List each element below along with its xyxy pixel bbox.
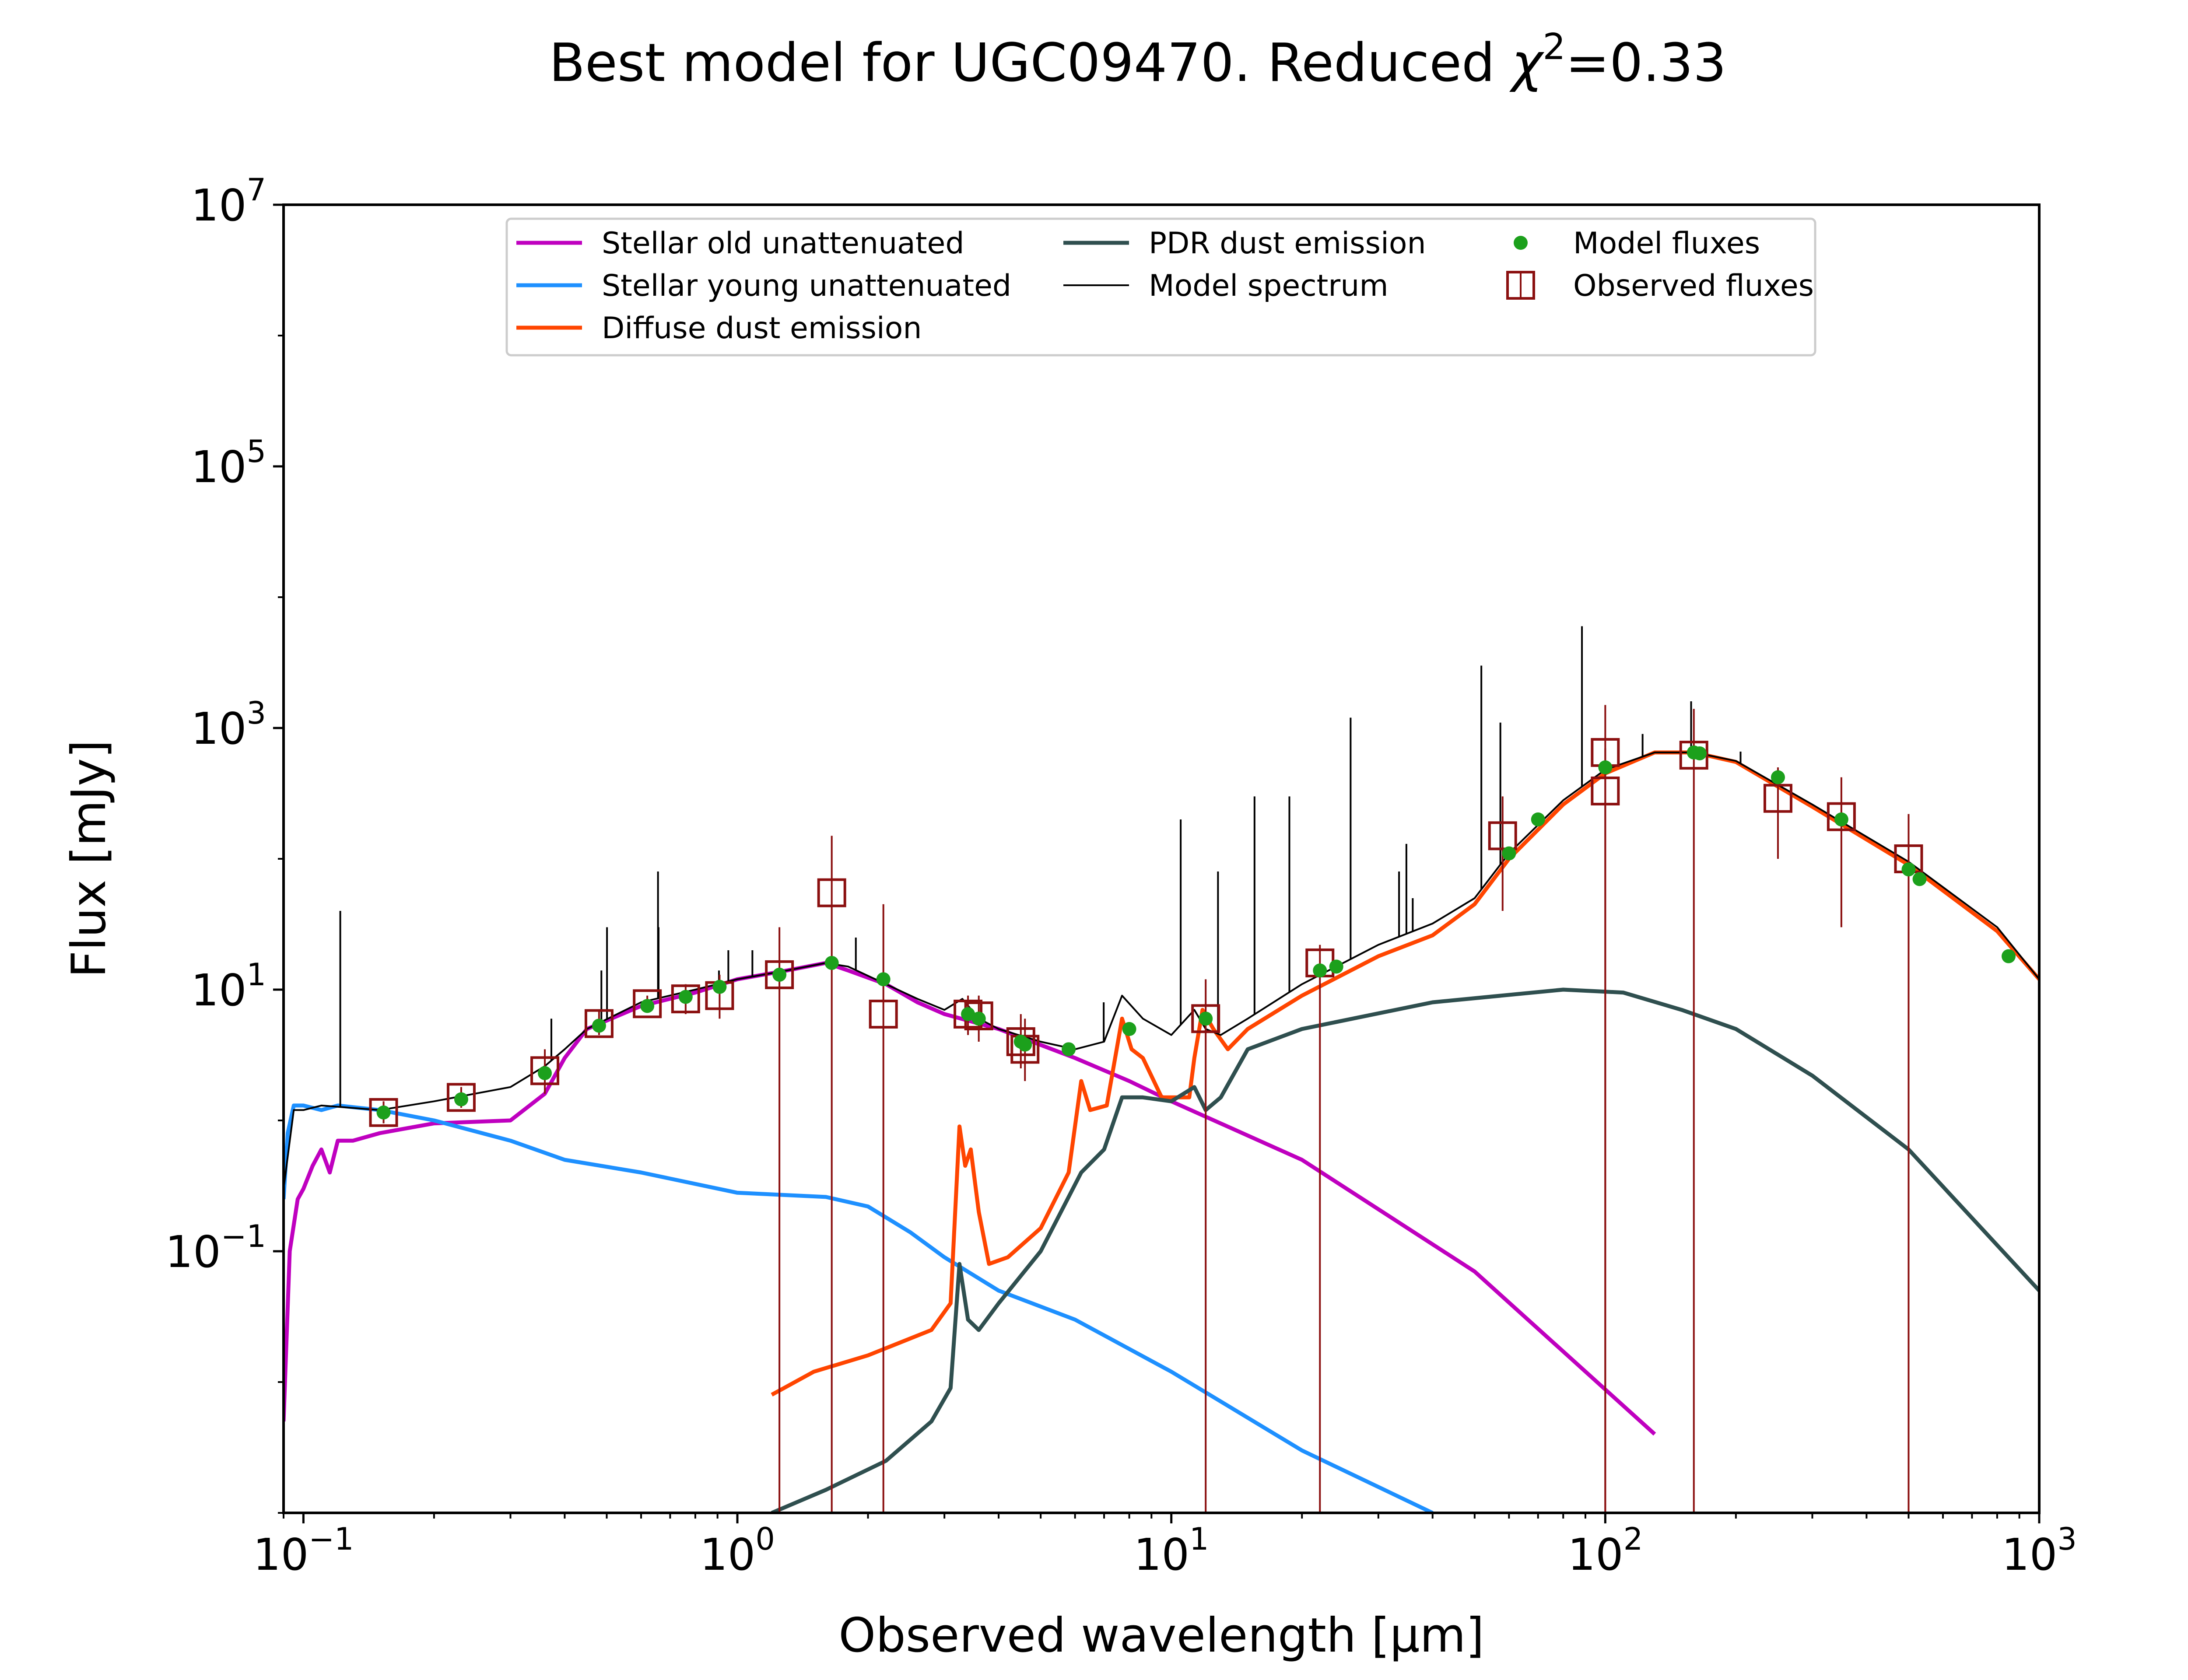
observed-flux-marker [1191, 1004, 1220, 1033]
x-tick-label: 102 [1567, 1521, 1643, 1580]
legend-label: Observed fluxes [1573, 269, 1814, 303]
observed-flux-marker [530, 1056, 560, 1085]
model-flux-point [824, 956, 839, 970]
observed-flux-marker [765, 960, 794, 989]
x-tick-label: 103 [2002, 1521, 2077, 1580]
model-flux-point [1329, 959, 1343, 974]
y-tick-label: 107 [191, 172, 266, 231]
model-flux-point [1912, 872, 1927, 886]
observed-flux-marker [1591, 776, 1620, 805]
y-axis-label: Flux [mJy] [62, 740, 116, 978]
legend-item: PDR dust emission [1063, 226, 1426, 261]
observed-flux-marker [1827, 802, 1856, 831]
model-flux-point [712, 980, 727, 994]
y-tick-label: 101 [191, 957, 266, 1016]
legend-label: Model spectrum [1149, 269, 1389, 303]
legend-item: Observed fluxes [1506, 269, 1814, 303]
x-axis: 10−1 100 101 102 103 [253, 1513, 2077, 1580]
observed-flux-marker [1679, 741, 1708, 770]
y-tick-label: 10−1 [165, 1218, 266, 1278]
model-flux-point [1199, 1012, 1213, 1026]
legend-item: Stellar old unattenuated [516, 226, 964, 261]
observed-flux-marker [1488, 821, 1517, 850]
x-tick-label: 10−1 [253, 1521, 354, 1580]
series-line-1 [284, 1103, 1434, 1513]
model-flux-point [1502, 846, 1516, 861]
model-flux-point [640, 999, 655, 1013]
model-flux-point [1122, 1022, 1136, 1036]
model-flux-point [1901, 862, 1916, 877]
observed-flux-marker [1763, 784, 1792, 813]
observed-flux-marker [369, 1098, 398, 1127]
y-axis: 10−1 101 103 105 107 [165, 172, 284, 1514]
model-flux-point [772, 967, 787, 982]
observed-flux-marker [817, 878, 846, 907]
y-tick-label: 103 [191, 695, 266, 754]
x-tick-label: 101 [1134, 1521, 1209, 1580]
legend-label: Model fluxes [1573, 226, 1760, 261]
legend-label: Stellar young unattenuated [602, 269, 1011, 303]
legend-label: Stellar old unattenuated [602, 226, 964, 261]
model-flux-point [454, 1092, 468, 1106]
model-flux-point [1771, 770, 1785, 784]
model-flux-point [1598, 760, 1613, 775]
model-flux-point [376, 1105, 391, 1120]
observed-flux-marker [1006, 1027, 1035, 1056]
x-axis-label: Observed wavelength [μm] [838, 1608, 1484, 1663]
model-flux-point [592, 1018, 606, 1033]
model-flux-point [2002, 949, 2016, 963]
legend-label: PDR dust emission [1149, 226, 1426, 261]
model-flux-point [1062, 1042, 1076, 1057]
series-line-3 [771, 987, 2039, 1513]
legend-item: Model spectrum [1063, 269, 1389, 303]
model-flux-point [1693, 746, 1707, 760]
legend-item: Stellar young unattenuated [516, 269, 1011, 303]
model-flux-point [1313, 963, 1327, 978]
model-flux-point [961, 1007, 975, 1021]
x-tick-label: 100 [700, 1521, 775, 1580]
chart-title: Best model for UGC09470. Reduced χ2=0.33 [549, 26, 1727, 94]
legend-swatch [1514, 236, 1528, 250]
model-flux-point [1018, 1037, 1032, 1052]
model-flux-point [538, 1066, 552, 1080]
observed-flux-marker [446, 1083, 476, 1112]
legend-label: Diffuse dust emission [602, 311, 922, 346]
observed-flux-marker [869, 999, 898, 1029]
emission-lines [339, 626, 1742, 1107]
observed-flux-marker [633, 989, 662, 1018]
legend-item: Diffuse dust emission [516, 311, 922, 346]
legend-item: Model fluxes [1514, 226, 1760, 261]
model-flux-point [1531, 812, 1545, 826]
model-fluxes [376, 745, 2016, 1120]
model-flux-point [678, 990, 693, 1004]
error-bars [382, 705, 1910, 1513]
observed-flux-marker [671, 984, 700, 1014]
legend: Stellar old unattenuated Stellar young un… [505, 217, 1816, 357]
model-flux-point [971, 1012, 986, 1026]
observed-flux-marker [584, 1009, 614, 1038]
model-flux-point [1834, 812, 1848, 826]
model-flux-point [876, 972, 891, 987]
legend-box [505, 217, 1816, 357]
y-tick-label: 105 [191, 434, 266, 493]
